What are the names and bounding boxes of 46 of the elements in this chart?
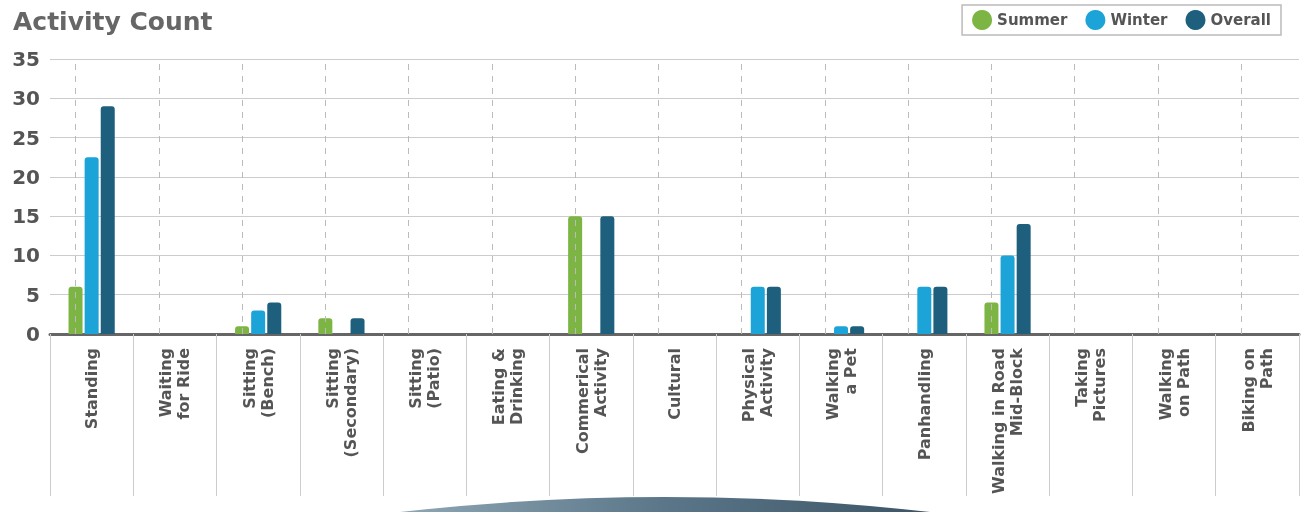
bar <box>68 286 83 334</box>
bar <box>568 216 583 334</box>
bar <box>235 326 250 334</box>
bar <box>850 326 865 334</box>
x-tick-label: Sitting (Secondary) <box>322 348 360 458</box>
y-tick-label: 0 <box>26 322 40 346</box>
bar <box>84 157 99 334</box>
bar <box>834 326 849 334</box>
legend-label: Summer <box>997 11 1068 29</box>
legend-label: Overall <box>1210 11 1272 29</box>
x-tick-label: Commerical Activity <box>572 347 610 455</box>
y-tick-label: 20 <box>12 164 40 189</box>
x-tick-label: Standing <box>82 348 102 430</box>
x-tick-label: Panhandling <box>914 348 934 461</box>
x-tick-label: Sitting (Bench) <box>239 348 277 418</box>
chart-title: Activity Count <box>13 7 213 36</box>
bar <box>933 286 948 334</box>
y-tick-label: 10 <box>12 243 40 268</box>
y-tick-label: 30 <box>12 86 40 111</box>
x-tick-label: Walking a Pet <box>822 347 860 421</box>
legend-label: Winter <box>1110 11 1169 29</box>
y-tick-label: 35 <box>12 47 40 71</box>
x-tick-label: Eating & Drinking <box>489 347 527 426</box>
bar <box>267 302 282 334</box>
y-tick-label: 15 <box>12 204 40 229</box>
y-tick-label: 25 <box>12 125 40 150</box>
x-tick-label: Sitting (Patio) <box>406 348 444 409</box>
bar <box>984 302 999 334</box>
x-tick-label: Cultural <box>665 348 684 420</box>
bar <box>917 286 932 334</box>
bar <box>350 318 365 334</box>
x-tick-label: Physical Activity <box>739 347 777 423</box>
x-tick-label: Waiting for Ride <box>156 347 194 420</box>
bar <box>100 106 115 334</box>
bar <box>1000 255 1015 334</box>
x-tick-label: Biking on Path <box>1238 348 1276 433</box>
bar <box>1016 224 1031 334</box>
bar <box>318 318 333 334</box>
bar <box>766 286 781 334</box>
x-tick-label: Taking Pictures <box>1072 348 1110 422</box>
bar <box>251 310 266 334</box>
bar <box>600 216 615 334</box>
x-tick-label: Walking in Road Mid-Block <box>989 347 1027 494</box>
x-tick-label: Walking on Path <box>1155 348 1193 421</box>
bar <box>750 286 765 334</box>
y-tick-label: 5 <box>26 282 40 307</box>
